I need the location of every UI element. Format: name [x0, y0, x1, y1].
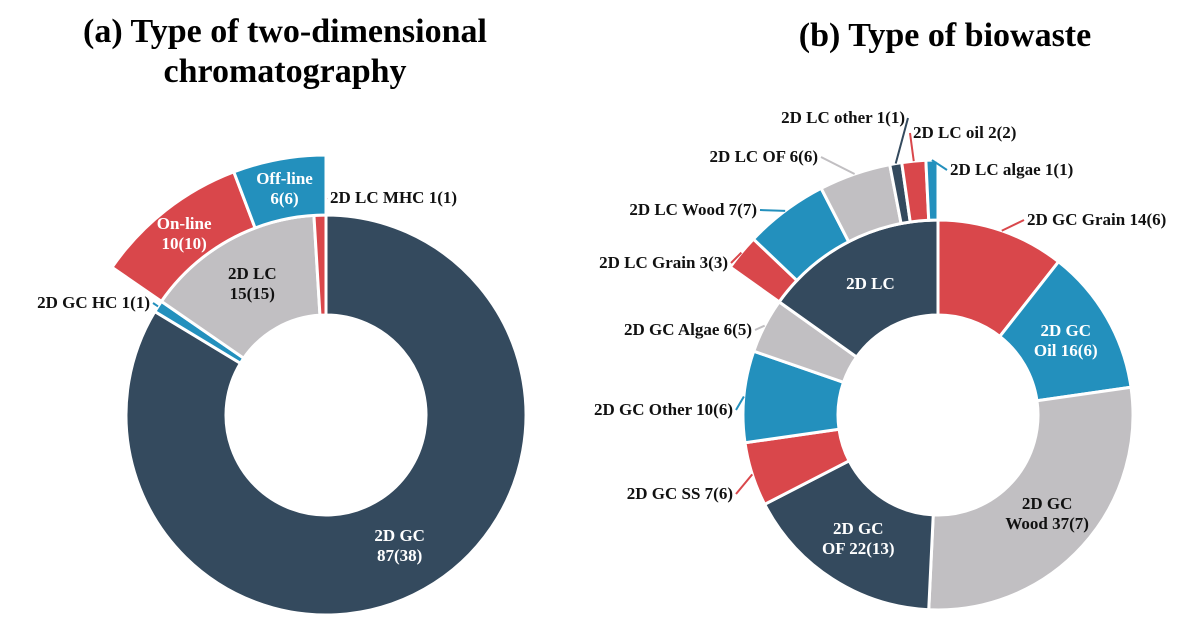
segment-label: 2D LC Wood 7(7) [629, 200, 757, 219]
segment-label: 2D LC oil 2(2) [913, 123, 1017, 142]
segment-label: Off-line 6(6) [256, 168, 313, 208]
segment-label: 2D GC SS 7(6) [626, 484, 733, 503]
donut-segment [231, 153, 328, 230]
segment-label: 2D GC 87(38) [374, 525, 425, 565]
chart-title: (b) Type of biowaste [798, 17, 1092, 54]
leader-line [820, 156, 856, 175]
donut-segment [762, 458, 935, 612]
donut-segment [927, 385, 1135, 612]
leader-line [735, 473, 754, 495]
segment-label: 2D GC Grain 14(6) [1027, 210, 1167, 229]
leader-line [735, 395, 745, 411]
segment-label: 2D GC HC 1(1) [37, 293, 150, 312]
donut-segment [124, 213, 528, 617]
leader-line [1001, 219, 1025, 232]
segment-label: 2D LC other 1(1) [781, 108, 905, 127]
segment-label: 2D LC 15(15) [227, 264, 277, 304]
leader-line [759, 209, 786, 212]
leader-line [730, 251, 743, 264]
segment-label: 2D LC Grain 3(3) [599, 253, 728, 272]
leader-line [931, 159, 948, 171]
segment-label: 2D LC algae 1(1) [950, 160, 1074, 179]
donut-segment [924, 158, 940, 222]
leader-line [754, 324, 766, 331]
leader-line [152, 302, 159, 308]
segment-label: 2D GC Other 10(6) [594, 400, 733, 419]
segment-label: 2D LC [846, 273, 895, 293]
segment-label: On-line 10(10) [156, 213, 212, 253]
segment-label: 2D LC MHC 1(1) [330, 188, 458, 207]
segment-label: 2D GC Oil 16(6) [1033, 321, 1098, 361]
segment-label: 2D GC OF 22(13) [821, 519, 895, 559]
segment-label: 2D GC Algae 6(5) [624, 320, 752, 339]
segment-label: 2D GC Wood 37(7) [1005, 494, 1089, 534]
segment-label: 2D LC OF 6(6) [709, 147, 818, 166]
chart-title: (a) Type of two-dimensional chromatograp… [83, 13, 487, 90]
leader-line [909, 132, 915, 162]
leader-line [894, 117, 909, 164]
